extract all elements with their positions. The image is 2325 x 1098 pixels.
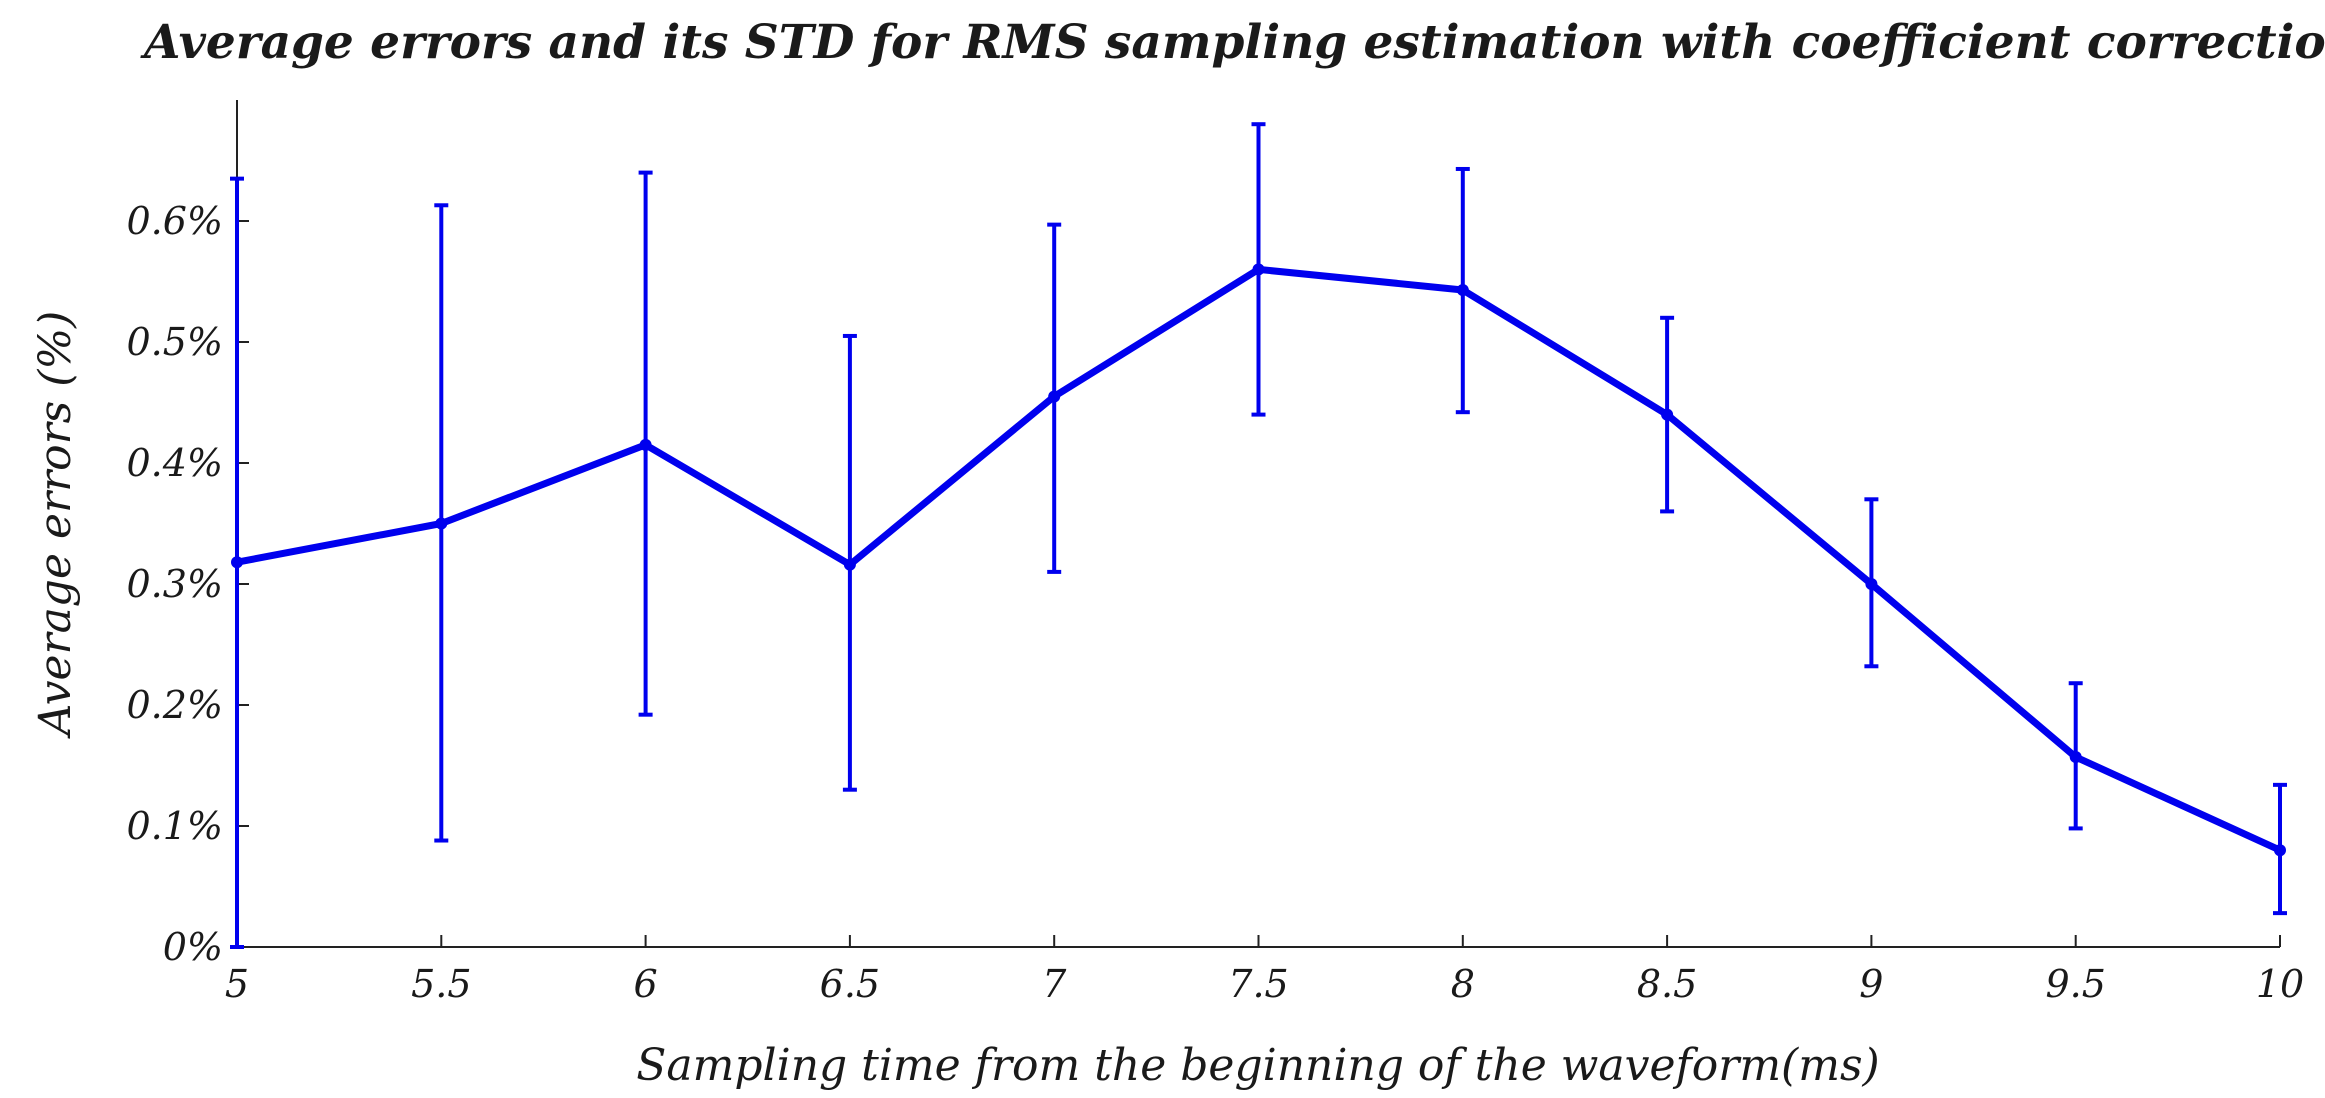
data-point — [1252, 263, 1265, 276]
x-tick-label: 9 — [1859, 962, 1883, 1006]
y-tick-label: 0.6% — [126, 199, 223, 243]
y-ticks: 0% 0.1% 0.2% 0.3% 0.4% 0.5% 0.6% — [126, 199, 249, 969]
x-tick-label: 8.5 — [1637, 962, 1697, 1006]
x-tick-label: 5.5 — [411, 962, 471, 1006]
y-tick-label: 0% — [163, 925, 223, 969]
data-point — [1865, 578, 1878, 590]
series-group — [231, 263, 2286, 857]
y-tick-label: 0.4% — [126, 441, 223, 485]
x-tick-label: 6 — [634, 962, 658, 1006]
data-point — [843, 558, 856, 571]
y-axis-label: Average errors (%) — [30, 311, 81, 740]
x-axis-label: Sampling time from the beginning of the … — [636, 1040, 1879, 1091]
x-tick-label: 6.5 — [820, 962, 880, 1006]
y-tick-label: 0.2% — [126, 683, 223, 727]
x-tick-label: 10 — [2256, 962, 2304, 1006]
x-tick-label: 7 — [1042, 962, 1067, 1006]
x-tick-label: 9.5 — [2045, 962, 2105, 1006]
x-tick-label: 5 — [225, 962, 249, 1006]
y-tick-label: 0.5% — [126, 320, 223, 364]
error-bars — [230, 122, 2287, 949]
data-point — [2274, 844, 2286, 857]
data-point — [2069, 751, 2082, 764]
data-point — [1456, 283, 1469, 296]
data-point — [1661, 408, 1674, 421]
data-point — [639, 438, 652, 451]
chart-title: Average errors and its STD for RMS sampl… — [140, 15, 2325, 70]
y-tick-label: 0.1% — [126, 804, 223, 848]
y-tick-label: 0.3% — [126, 562, 223, 606]
x-tick-label: 8 — [1451, 962, 1475, 1006]
plot-area: 0% 0.1% 0.2% 0.3% 0.4% 0.5% 0.6% 5 5.5 6 6.5 7 7.5 8… — [126, 100, 2304, 1006]
x-tick-label: 7.5 — [1228, 962, 1288, 1006]
data-point — [231, 556, 243, 569]
x-ticks: 5 5.5 6 6.5 7 7.5 8 8.5 9 9.5 10 — [225, 935, 2304, 1006]
data-point — [1048, 390, 1061, 403]
data-point — [435, 517, 448, 530]
